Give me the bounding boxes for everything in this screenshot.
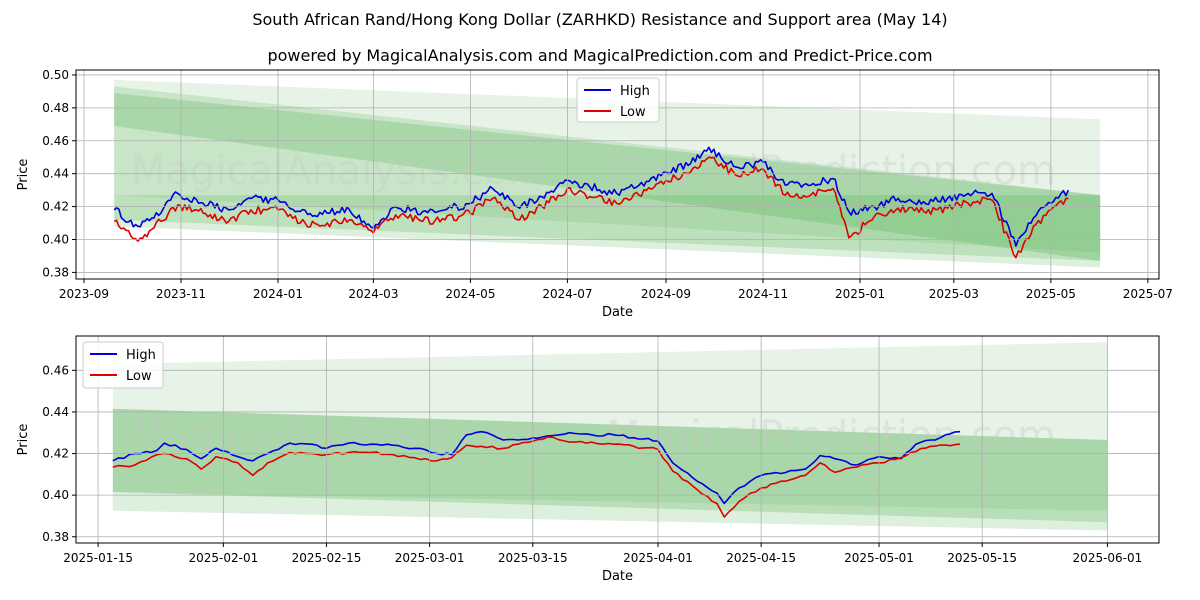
x-tick-label: 2023-09 bbox=[59, 287, 109, 301]
x-tick-label: 2024-07 bbox=[542, 287, 592, 301]
legend-label-low: Low bbox=[126, 369, 152, 384]
x-tick-label: 2025-05-15 bbox=[947, 551, 1017, 565]
plot-frame bbox=[75, 335, 1160, 544]
y-tick-label: 0.40 bbox=[42, 488, 69, 502]
series-line-low bbox=[112, 436, 961, 518]
y-tick-label: 0.38 bbox=[42, 265, 69, 279]
y-tick-label: 0.44 bbox=[42, 167, 69, 181]
series-line-high bbox=[112, 430, 961, 505]
legend: High Low bbox=[576, 77, 660, 123]
chart-panel-1: MagicalAnalysis.com MagicalPrediction.com… bbox=[16, 68, 1173, 320]
x-tick-label: 2024-09 bbox=[641, 287, 691, 301]
band-3 bbox=[112, 408, 1108, 523]
y-tick-label: 0.42 bbox=[42, 200, 69, 214]
y-tick-label: 0.44 bbox=[42, 405, 69, 419]
x-tick-label: 2025-04-15 bbox=[726, 551, 796, 565]
x-tick-label: 2024-05 bbox=[445, 287, 495, 301]
x-tick-label: 2025-01-15 bbox=[63, 551, 133, 565]
legend-label-high: High bbox=[126, 348, 156, 363]
x-tick-label: 2025-05-01 bbox=[844, 551, 914, 565]
grid bbox=[76, 336, 1159, 543]
y-axis-label: Price bbox=[16, 159, 31, 191]
chart-panel-2: MagicalAnalysis.com MagicalPrediction.com… bbox=[16, 335, 1160, 584]
y-tick-label: 0.50 bbox=[42, 68, 69, 82]
y-tick-label: 0.42 bbox=[42, 447, 69, 461]
chart-subtitle: powered by MagicalAnalysis.com and Magic… bbox=[267, 46, 933, 65]
watermark: MagicalPrediction.com bbox=[606, 413, 1056, 459]
x-tick-label: 2025-04-01 bbox=[623, 551, 693, 565]
band-4 bbox=[114, 195, 1101, 261]
watermark: MagicalAnalysis.com bbox=[131, 413, 547, 459]
plot-area: MagicalAnalysis.com MagicalPrediction.com bbox=[113, 79, 1101, 268]
x-axis-label: Date bbox=[602, 569, 633, 584]
x-tick-label: 2025-03-15 bbox=[498, 551, 568, 565]
x-tick-label: 2025-01 bbox=[835, 287, 885, 301]
x-tick-label: 2025-02-15 bbox=[292, 551, 362, 565]
y-axis-label: Price bbox=[16, 424, 31, 456]
band-1 bbox=[112, 342, 1108, 511]
y-tick-label: 0.38 bbox=[42, 530, 69, 544]
legend-label-high: High bbox=[620, 84, 650, 99]
x-tick-label: 2024-03 bbox=[348, 287, 398, 301]
y-tick-label: 0.46 bbox=[42, 134, 69, 148]
x-tick-label: 2025-03 bbox=[929, 287, 979, 301]
watermark: MagicalAnalysis.com bbox=[131, 148, 547, 194]
watermark: MagicalPrediction.com bbox=[606, 148, 1056, 194]
x-tick-label: 2025-03-01 bbox=[395, 551, 465, 565]
x-tick-label: 2025-07 bbox=[1123, 287, 1173, 301]
x-tick-label: 2025-05 bbox=[1026, 287, 1076, 301]
chart-title: South African Rand/Hong Kong Dollar (ZAR… bbox=[252, 10, 948, 29]
band-3 bbox=[114, 93, 1101, 261]
plot-area: MagicalAnalysis.com MagicalPrediction.com bbox=[112, 342, 1108, 531]
x-tick-label: 2023-11 bbox=[156, 287, 206, 301]
series-line-high bbox=[113, 146, 1070, 247]
plot-frame bbox=[75, 69, 1160, 280]
y-tick-label: 0.46 bbox=[42, 363, 69, 377]
x-tick-label: 2025-06-01 bbox=[1073, 551, 1143, 565]
x-axis-label: Date bbox=[602, 305, 633, 320]
x-tick-label: 2025-02-01 bbox=[188, 551, 258, 565]
legend: High Low bbox=[82, 341, 164, 389]
band-2 bbox=[112, 408, 1108, 531]
y-tick-label: 0.40 bbox=[42, 233, 69, 247]
x-tick-label: 2024-11 bbox=[738, 287, 788, 301]
y-tick-label: 0.48 bbox=[42, 101, 69, 115]
x-tick-label: 2024-01 bbox=[253, 287, 303, 301]
grid bbox=[76, 70, 1159, 279]
legend-label-low: Low bbox=[620, 105, 646, 120]
